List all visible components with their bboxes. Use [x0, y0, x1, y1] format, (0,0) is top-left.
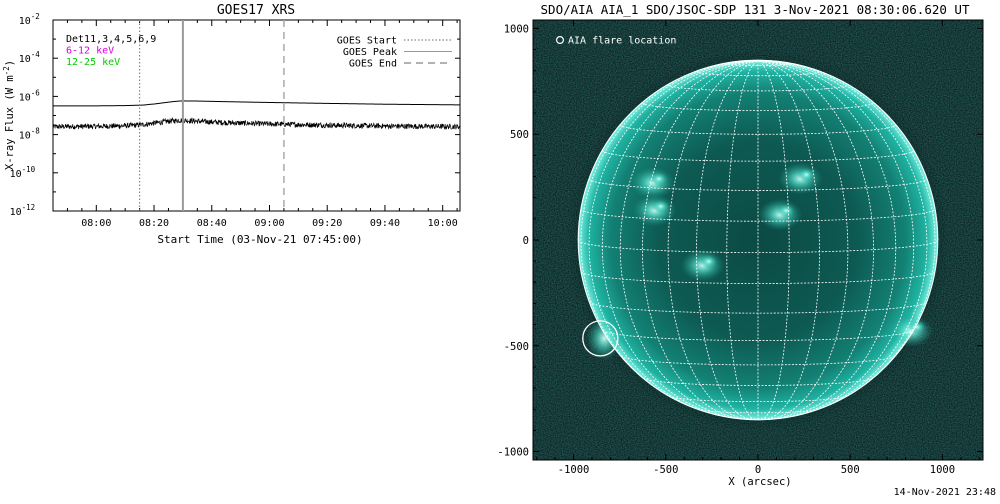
aia-x-tick-label: 500	[841, 464, 860, 476]
goes-curve-long	[53, 101, 460, 106]
active-region-core	[797, 168, 815, 182]
aia-y-tick-label: 500	[510, 129, 529, 141]
goes-event-markers	[140, 20, 284, 211]
energy-legend-item: 12-25 keV	[66, 57, 120, 68]
marker-legend-label: GOES Start	[337, 36, 397, 47]
x-tick-label: 08:40	[197, 218, 227, 229]
goes-curve-short	[53, 118, 460, 129]
aia-y-tick-label: 1000	[504, 23, 529, 35]
goes-title: GOES17 XRS	[217, 3, 295, 18]
active-region-core	[650, 172, 668, 186]
aia-x-tick-label: 1000	[930, 464, 955, 476]
x-tick-label: 09:40	[370, 218, 400, 229]
active-region-core	[777, 204, 795, 218]
marker-legend-label: GOES End	[349, 59, 397, 70]
aia-panel: SDO/AIA AIA_1 SDO/JSOC-SDP 131 3-Nov-202…	[497, 2, 983, 488]
aia-x-tick-label: -500	[653, 464, 678, 476]
x-tick-label: 08:20	[139, 218, 169, 229]
aia-x-axis-label: X (arcsec)	[728, 476, 791, 488]
y-tick-label: 10-4	[19, 50, 41, 65]
y-tick-label: 10-12	[10, 203, 36, 218]
marker-legend-label: GOES Peak	[343, 47, 397, 58]
y-tick-label: 10-6	[19, 88, 41, 103]
active-region-core	[652, 199, 670, 213]
flare-legend-label: AIA flare location	[568, 36, 676, 47]
aia-x-tick-label: -1000	[558, 464, 590, 476]
energy-legend-item: Det11,3,4,5,6,9	[66, 34, 156, 45]
x-tick-label: 09:20	[312, 218, 342, 229]
goes-curves	[53, 101, 460, 129]
active-region-core	[700, 254, 718, 268]
x-tick-label: 10:00	[428, 218, 458, 229]
y-tick-label: 10-2	[19, 12, 40, 27]
aia-x-tick-label: 0	[755, 464, 761, 476]
goes-y-axis-label: X-ray Flux (W m-2)	[2, 60, 16, 170]
aia-y-tick-label: -1000	[497, 447, 529, 459]
x-tick-label: 09:00	[254, 218, 284, 229]
y-tick-label: 10-8	[19, 127, 41, 142]
goes-x-axis-label: Start Time (03-Nov-21 07:45:00)	[157, 233, 362, 246]
aia-y-tick-label: 0	[523, 235, 529, 247]
aia-y-tick-label: -500	[504, 341, 529, 353]
timestamp: 14-Nov-2021 23:48	[894, 487, 996, 498]
energy-legend-item: 6-12 keV	[66, 46, 114, 57]
x-tick-label: 08:00	[81, 218, 111, 229]
aia-title: SDO/AIA AIA_1 SDO/JSOC-SDP 131 3-Nov-202…	[541, 2, 970, 17]
